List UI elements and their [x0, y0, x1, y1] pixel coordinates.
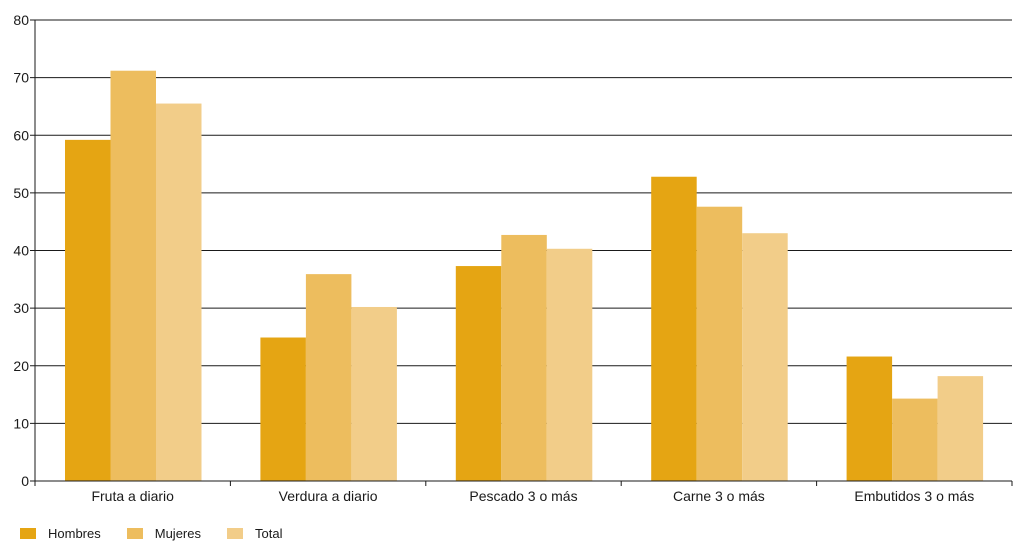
bar-total-5	[937, 376, 984, 481]
y-tick-label: 40	[13, 243, 29, 259]
legend: Hombres Mujeres Total	[20, 525, 308, 541]
y-tick-label: 30	[13, 300, 29, 316]
bar-mujeres-1	[110, 70, 156, 482]
legend-label-total: Total	[255, 525, 283, 541]
bar-total-4	[742, 233, 788, 481]
legend-swatch-hombres	[20, 527, 36, 539]
y-tick-label: 20	[13, 358, 29, 374]
bar-mujeres-4	[696, 206, 743, 481]
bar-mujeres-5	[892, 398, 938, 481]
bar-hombres-3	[455, 266, 502, 481]
y-tick-label: 70	[13, 70, 29, 86]
x-tick-label: Embutidos 3 o más	[854, 488, 974, 504]
legend-item-mujeres: Mujeres	[126, 525, 201, 541]
y-tick-label: 10	[13, 415, 29, 431]
bar-hombres-4	[651, 176, 697, 482]
bar-total-3	[546, 248, 593, 481]
y-tick-label: 80	[13, 12, 29, 28]
bar-hombres-5	[846, 356, 893, 481]
legend-swatch-total	[227, 527, 243, 539]
bar-total-1	[156, 103, 202, 482]
x-tick-label: Verdura a diario	[279, 488, 378, 504]
legend-swatch-mujeres	[126, 527, 143, 539]
bar-hombres-2	[260, 337, 306, 481]
legend-item-hombres: Hombres	[20, 526, 101, 541]
bar-mujeres-3	[501, 234, 547, 481]
x-tick-label: Carne 3 o más	[673, 488, 765, 504]
x-tick-label: Pescado 3 o más	[469, 488, 577, 504]
legend-item-total: Total	[227, 526, 282, 541]
y-tick-label: 0	[21, 473, 29, 489]
y-tick-label: 50	[13, 185, 29, 201]
legend-label-mujeres: Mujeres	[154, 525, 201, 541]
bar-mujeres-2	[305, 274, 352, 481]
x-tick-label: Fruta a diario	[91, 488, 174, 504]
bar-total-2	[351, 306, 397, 481]
bar-hombres-1	[65, 139, 111, 482]
y-tick-label: 60	[13, 127, 29, 143]
legend-label-hombres: Hombres	[48, 525, 101, 541]
